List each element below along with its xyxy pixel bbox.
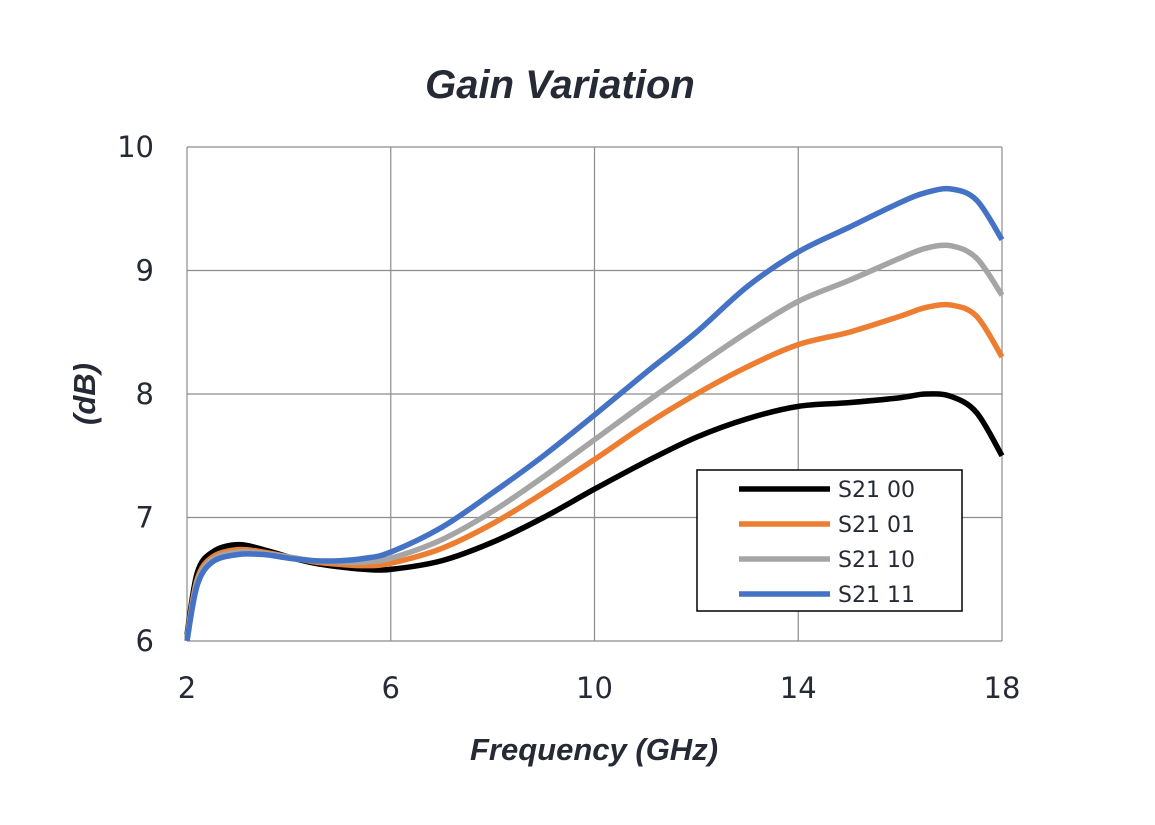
y-axis-title: (dB) bbox=[67, 363, 102, 425]
legend-label-s21-00: S21 00 bbox=[838, 478, 915, 503]
legend-box bbox=[696, 469, 963, 612]
x-axis-title: Frequency (GHz) bbox=[470, 732, 718, 767]
series-lines bbox=[184, 185, 1005, 642]
x-tick-label-2: 2 bbox=[178, 671, 196, 705]
y-tick-label-6: 6 bbox=[136, 624, 154, 658]
x-tick-label-18: 18 bbox=[984, 671, 1021, 705]
x-tick-label-6: 6 bbox=[382, 671, 400, 705]
series-line-s21-11 bbox=[184, 185, 1005, 642]
chart-title: Gain Variation bbox=[425, 63, 695, 107]
y-tick-label-7: 7 bbox=[136, 501, 154, 535]
legend-label-s21-10: S21 10 bbox=[838, 548, 915, 573]
y-tick-label-9: 9 bbox=[136, 254, 154, 288]
x-tick-label-10: 10 bbox=[576, 671, 613, 705]
y-tick-label-8: 8 bbox=[136, 377, 154, 411]
y-tick-label-10: 10 bbox=[117, 130, 154, 164]
x-tick-label-14: 14 bbox=[780, 671, 817, 705]
legend-label-s21-11: S21 11 bbox=[838, 583, 915, 608]
legend: S21 00 S21 01 S21 10 S21 11 bbox=[696, 469, 963, 612]
grid bbox=[186, 146, 1003, 642]
legend-label-s21-01: S21 01 bbox=[838, 513, 915, 538]
